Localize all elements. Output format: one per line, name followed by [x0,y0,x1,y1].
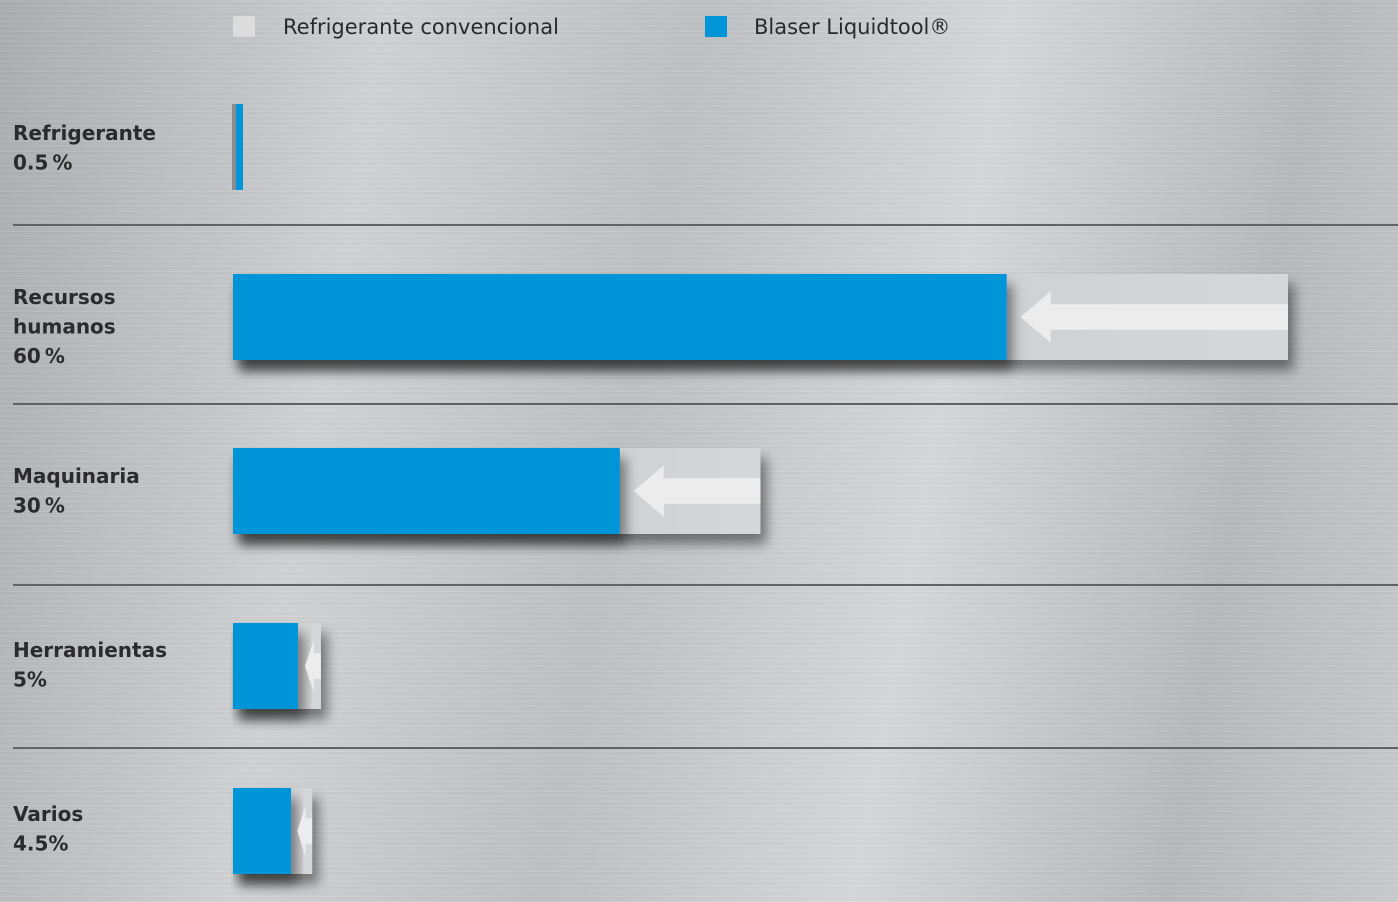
category-pct-label: 0.5 % [13,151,72,175]
reduction-arrow-icon [633,465,761,517]
bar-rows: Refrigerante 0.5 % Recursos humanos 60 % Maqu… [13,104,1398,874]
category-pct-label: 5% [13,668,47,692]
legend-label-conventional: Refrigerante convencional [283,15,559,39]
reduction-arrow-icon [1020,291,1288,343]
category-label: Recursos [13,285,115,309]
bar-liquidtool [236,104,243,190]
legend: Refrigerante convencional Blaser Liquidt… [233,15,950,39]
category-label: Refrigerante [13,121,156,145]
category-label: Maquinaria [13,464,140,488]
bar-liquidtool [233,448,620,534]
legend-label-liquidtool: Blaser Liquidtool® [754,15,950,39]
category-label: humanos [13,315,116,339]
reduction-arrow-icon [304,640,321,692]
bar-conventional [232,104,236,190]
bar-liquidtool [233,788,292,874]
category-pct-label: 30 % [13,494,65,518]
legend-swatch-liquidtool [705,16,727,37]
bar-liquidtool [233,623,299,709]
category-label: Herramientas [13,638,167,662]
category-pct-label: 60 % [13,344,65,368]
category-label: Varios [13,802,83,826]
bar-liquidtool [233,274,1007,360]
legend-swatch-conventional [233,16,255,37]
reduction-arrow-icon [297,805,313,857]
category-pct-label: 4.5% [13,832,68,856]
